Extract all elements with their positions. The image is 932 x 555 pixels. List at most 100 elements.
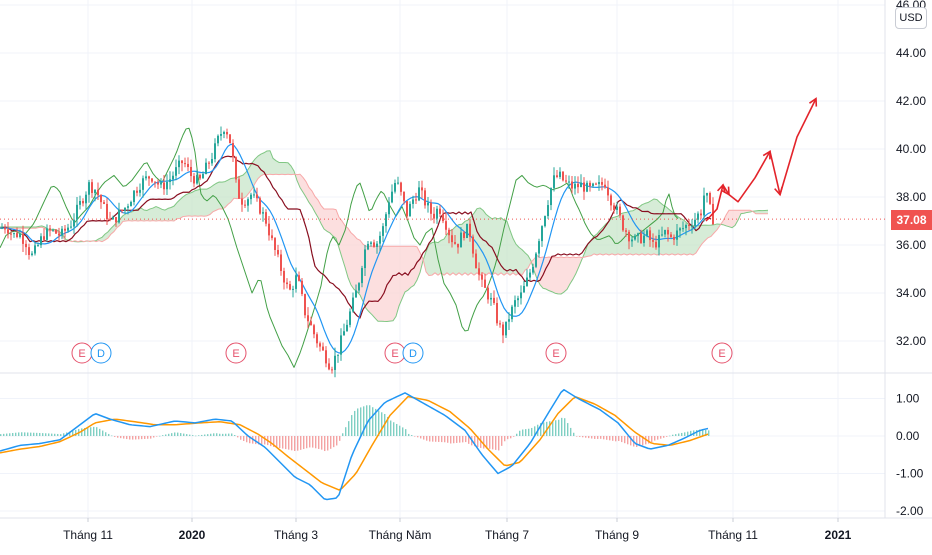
candle-body (103, 202, 105, 204)
candle-body (385, 214, 387, 227)
candle-body (502, 324, 504, 336)
currency-button[interactable]: USD (895, 7, 927, 29)
cloud-segment (189, 192, 192, 217)
cloud-segment (222, 181, 225, 209)
cloud-segment (600, 227, 603, 255)
candle-body (367, 243, 369, 250)
candle-body (55, 229, 57, 234)
macd-histogram-bar (3, 433, 5, 436)
candle-body (448, 229, 450, 236)
candle-body (577, 183, 579, 188)
macd-histogram-bar (666, 436, 668, 437)
macd-histogram-bar (630, 436, 632, 446)
macd-histogram-bar (177, 432, 179, 436)
macd-histogram-bar (579, 436, 581, 437)
macd-histogram-bar (702, 429, 704, 436)
cloud-segment (171, 206, 174, 221)
cloud-segment (453, 226, 456, 276)
macd-histogram-bar (138, 436, 140, 440)
macd-histogram-bar (117, 436, 119, 438)
candle-body (112, 217, 114, 220)
macd-histogram-bar (699, 429, 701, 436)
macd-histogram-bar (558, 419, 560, 436)
candle-body (304, 294, 306, 316)
senkou-span-b (0, 173, 769, 277)
cloud-segment (714, 223, 717, 233)
price-axis-tick: 38.00 (896, 190, 926, 204)
candle-body (523, 285, 525, 293)
candle-body (235, 157, 237, 180)
candle-body (175, 167, 177, 176)
candle-body (604, 184, 606, 188)
macd-histogram-bar (591, 436, 593, 439)
candle-body (553, 175, 555, 189)
macd-histogram-bar (495, 436, 497, 450)
candle-body (277, 249, 279, 255)
candle-body (430, 202, 432, 214)
macd-histogram-bar (231, 433, 233, 436)
macd-histogram-bar (654, 436, 656, 441)
candle-body (526, 277, 528, 286)
candle-body (640, 233, 642, 243)
macd-histogram-bar (24, 432, 26, 436)
candle-body (136, 190, 138, 193)
price-axis-tick: 42.00 (896, 94, 926, 108)
macd-histogram-bar (441, 436, 443, 443)
candle-body (226, 131, 228, 135)
candle-body (382, 226, 384, 236)
cloud-segment (606, 221, 609, 255)
cloud-segment (279, 162, 282, 175)
candle-body (301, 280, 303, 295)
macd-histogram-bar (270, 436, 272, 447)
macd-histogram-bar (534, 426, 536, 436)
macd-histogram-bar (195, 435, 197, 437)
candle-body (370, 242, 372, 244)
macd-histogram-bar (105, 432, 107, 436)
macd-histogram-bar (423, 436, 425, 440)
cloud-segment (510, 230, 513, 276)
macd-histogram-bar (96, 427, 98, 436)
candle-body (592, 183, 594, 187)
candle-body (157, 182, 159, 185)
candle-body (70, 226, 72, 228)
time-axis-tick: Tháng 3 (274, 528, 318, 542)
candle-body (40, 236, 42, 246)
cloud-segment (558, 257, 561, 295)
candle-body (511, 306, 513, 320)
cloud-segment (231, 178, 234, 202)
cloud-segment (165, 208, 168, 221)
cloud-segment (759, 210, 762, 214)
candle-body (106, 203, 108, 220)
earnings-marker-label: E (718, 348, 725, 360)
cloud-segment (483, 210, 486, 276)
last-price-label: 37.08 (891, 210, 932, 230)
candle-body (700, 213, 702, 216)
macd-histogram-bar (489, 436, 491, 449)
candle-body (178, 160, 180, 168)
candle-body (223, 131, 225, 134)
macd-histogram-bar (354, 410, 356, 436)
macd-histogram-bar (498, 436, 500, 451)
candle-body (22, 233, 24, 244)
macd-histogram-bar (510, 436, 512, 439)
time-axis-tick: 2020 (179, 528, 206, 542)
cloud-segment (393, 246, 396, 321)
candle-body (172, 175, 174, 180)
candle-body (352, 297, 354, 312)
macd-histogram-bar (159, 435, 161, 437)
macd-histogram-bar (408, 433, 410, 436)
candle-body (373, 242, 375, 247)
macd-histogram-bar (465, 436, 467, 443)
candle-body (340, 335, 342, 355)
macd-histogram-bar (420, 436, 422, 439)
cloud-segment (405, 246, 408, 292)
candle-body (451, 235, 453, 243)
macd-histogram-bar (282, 436, 284, 449)
cloud-segment (132, 210, 135, 221)
candle-body (25, 243, 27, 248)
candle-body (613, 205, 615, 210)
macd-histogram-bar (372, 407, 374, 436)
candle-body (415, 199, 417, 201)
